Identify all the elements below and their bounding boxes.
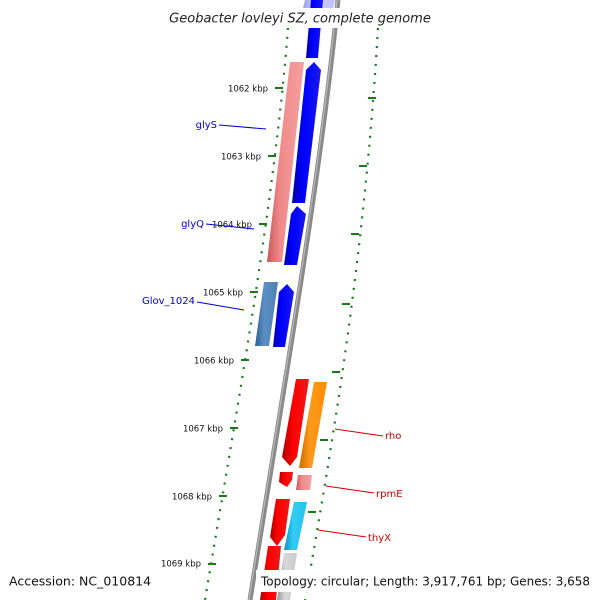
rpme-leader-line	[325, 485, 375, 494]
cog-bar	[255, 282, 278, 346]
cds-arrow-rpme	[279, 472, 293, 487]
gene-label-glyq: glyQ	[181, 219, 204, 230]
genome-backbone-highlight	[248, 0, 338, 600]
glov-1024-leader-line	[196, 301, 245, 311]
kbp-label: 1064 kbp	[212, 221, 252, 231]
kbp-label: 1067 kbp	[183, 425, 223, 435]
accession-text: Accession: NC_010814	[9, 574, 151, 589]
thyx-leader-line	[317, 529, 367, 538]
glys-leader-line	[218, 124, 267, 130]
kbp-label: 1063 kbp	[221, 153, 261, 163]
cog-bar	[284, 502, 307, 550]
map-title: Geobacter lovleyi SZ, complete genome	[169, 12, 431, 27]
kbp-label: 1062 kbp	[228, 85, 268, 95]
kbp-label: 1065 kbp	[203, 289, 243, 299]
gc-content-outer-curve	[303, 27, 380, 600]
gene-labels: glyS glyQ Glov_1024 rho rpmE thyX	[142, 120, 403, 544]
cds-arrow-glyq	[284, 206, 306, 265]
gene-label-rho: rho	[385, 431, 401, 442]
cog-bar	[267, 62, 304, 262]
kbp-label: 1068 kbp	[172, 493, 212, 503]
title-background	[165, 8, 437, 28]
topology-background	[256, 570, 596, 592]
kbp-label: 1069 kbp	[161, 560, 201, 570]
cds-arrow-glys	[292, 62, 321, 203]
genome-backbone	[247, 0, 341, 600]
kbp-ruler: 1062 kbp 1063 kbp 1064 kbp 1065 kbp 1066…	[161, 85, 283, 570]
gc-content-track	[203, 27, 380, 600]
accession-background	[4, 570, 159, 592]
minor-ticks	[308, 97, 376, 513]
cog-bar	[299, 382, 327, 468]
cds-arrow-rho	[282, 379, 309, 466]
rho-leader-line	[334, 428, 384, 437]
glyq-leader-line	[205, 223, 255, 230]
gene-label-thyx: thyX	[368, 533, 391, 544]
cog-bar	[296, 475, 312, 490]
gene-label-rpme: rpmE	[376, 489, 403, 500]
gene-label-glys: glyS	[196, 120, 217, 131]
cds-arrow-glov-1024	[273, 284, 294, 347]
cds-arrow-thyx	[270, 499, 290, 546]
gene-label-glov-1024: Glov_1024	[142, 296, 195, 307]
kbp-label: 1066 kbp	[194, 357, 234, 367]
topology-text: Topology: circular; Length: 3,917,761 bp…	[260, 574, 590, 589]
